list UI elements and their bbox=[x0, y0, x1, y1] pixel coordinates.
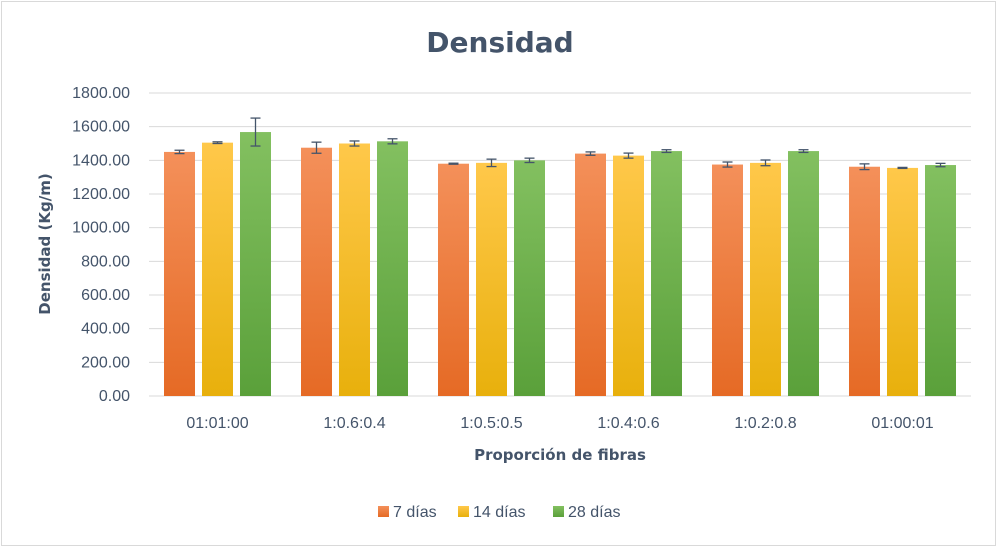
error-bar bbox=[798, 149, 809, 154]
error-bar bbox=[387, 138, 398, 145]
bar-2-2 bbox=[339, 143, 370, 396]
legend-swatch bbox=[458, 506, 469, 517]
x-tick-label: 1:0.2:0.8 bbox=[734, 415, 796, 432]
bars bbox=[164, 132, 956, 396]
legend-swatch bbox=[553, 506, 564, 517]
y-tick-label: 1000.00 bbox=[72, 220, 130, 237]
y-axis-ticks: 0.00 200.00 400.00 600.00 800.00 1000.00 1200.… bbox=[72, 85, 130, 405]
error-bar bbox=[250, 117, 261, 147]
legend-label: 7 días bbox=[393, 504, 437, 521]
x-axis-ticks: 01:01:00 1:0.6:0.4 1:0.5:0.5 1:0.4:0.6 1:0.2… bbox=[186, 415, 933, 432]
legend-label: 28 días bbox=[568, 504, 620, 521]
y-tick-label: 1200.00 bbox=[72, 186, 130, 203]
x-tick-label: 01:00:01 bbox=[871, 415, 933, 432]
bar-2-4 bbox=[613, 155, 644, 396]
error-bar bbox=[585, 151, 596, 156]
y-tick-label: 800.00 bbox=[81, 253, 130, 270]
y-tick-label: 200.00 bbox=[81, 354, 130, 371]
error-bars bbox=[174, 117, 946, 171]
gridlines bbox=[149, 92, 971, 397]
x-tick-label: 1:0.6:0.4 bbox=[323, 415, 385, 432]
bar-1-2 bbox=[301, 147, 332, 396]
bar-3-1 bbox=[240, 132, 271, 396]
y-tick-label: 400.00 bbox=[81, 321, 130, 338]
error-bar bbox=[174, 149, 185, 155]
y-tick-label: 1400.00 bbox=[72, 152, 130, 169]
error-bar bbox=[212, 141, 223, 145]
x-tick-label: 1:0.4:0.6 bbox=[597, 415, 659, 432]
error-bar bbox=[897, 166, 908, 170]
legend-item-3: 28 días bbox=[553, 504, 620, 521]
bar-1-3 bbox=[438, 163, 469, 396]
error-bar bbox=[859, 163, 870, 171]
bar-2-3 bbox=[476, 162, 507, 396]
bar-3-4 bbox=[651, 151, 682, 396]
error-bar bbox=[623, 152, 634, 159]
bar-1-5 bbox=[712, 164, 743, 396]
error-bar bbox=[311, 141, 322, 154]
bar-1-4 bbox=[575, 153, 606, 396]
error-bar bbox=[760, 159, 771, 167]
bar-1-6 bbox=[849, 166, 880, 396]
error-bar bbox=[524, 157, 535, 164]
legend-label: 14 días bbox=[473, 504, 525, 521]
legend: 7 días 14 días 28 días bbox=[378, 504, 620, 521]
y-tick-label: 1600.00 bbox=[72, 119, 130, 136]
y-tick-label: 600.00 bbox=[81, 287, 130, 304]
error-bar bbox=[448, 162, 459, 165]
legend-swatch bbox=[378, 506, 389, 517]
chart-title: Densidad bbox=[426, 26, 573, 59]
bar-3-2 bbox=[377, 141, 408, 396]
x-tick-label: 1:0.5:0.5 bbox=[460, 415, 522, 432]
bar-3-6 bbox=[925, 165, 956, 396]
legend-item-2: 14 días bbox=[458, 504, 525, 521]
bar-1-1 bbox=[164, 151, 195, 396]
bar-2-5 bbox=[750, 162, 781, 396]
error-bar bbox=[486, 158, 497, 168]
bar-3-3 bbox=[514, 160, 545, 396]
x-axis-title: Proporción de fibras bbox=[474, 446, 646, 464]
y-tick-label: 1800.00 bbox=[72, 85, 130, 102]
error-bar bbox=[661, 149, 672, 154]
bar-2-1 bbox=[202, 142, 233, 396]
bar-2-6 bbox=[887, 167, 918, 396]
bar-3-5 bbox=[788, 151, 819, 396]
x-tick-label: 01:01:00 bbox=[186, 415, 248, 432]
error-bar bbox=[935, 162, 946, 168]
error-bar bbox=[722, 161, 733, 168]
legend-item-1: 7 días bbox=[378, 504, 437, 521]
error-bar bbox=[349, 140, 360, 147]
y-axis-title: Densidad (Kg/m) bbox=[36, 173, 54, 314]
y-tick-label: 0.00 bbox=[99, 388, 130, 405]
